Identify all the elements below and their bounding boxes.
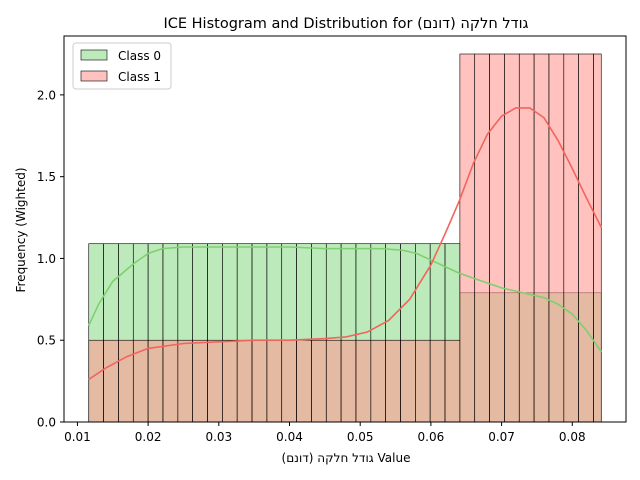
histogram-bar	[88, 339, 104, 423]
legend-label: Class 0	[118, 49, 161, 63]
histogram-bar	[370, 339, 386, 423]
legend-swatch	[80, 70, 108, 82]
axes-frame	[63, 35, 627, 423]
histogram-bar	[548, 53, 565, 423]
histogram-bar	[355, 339, 372, 423]
x-tick-label: 0.02	[135, 430, 162, 444]
histogram-bar	[578, 53, 594, 423]
y-tick-label: 2.0	[37, 88, 56, 102]
histogram-bar	[296, 339, 312, 423]
legend: Class 0 Class 1	[72, 42, 172, 90]
histogram-bar	[474, 53, 490, 423]
kde-line-series-1	[88, 246, 602, 353]
plot-area: 0.01 0.02 0.03 0.04 0.05 0.06 0.07 0.08 0.0 0.5 1.…	[37, 35, 627, 444]
histogram-bar	[400, 339, 416, 423]
histogram-bar	[118, 339, 134, 423]
x-tick-label: 0.08	[559, 430, 586, 444]
histogram-bar	[251, 339, 268, 423]
histogram-bar	[429, 339, 446, 423]
y-tick-label: 0.5	[37, 334, 56, 348]
histogram-bar	[325, 339, 342, 423]
histogram-bar	[533, 53, 550, 423]
histogram-bar	[266, 339, 283, 423]
histogram-bar	[103, 339, 119, 423]
kde-line-series-2	[88, 107, 602, 381]
histogram-bar	[489, 53, 505, 423]
histogram-bar	[207, 339, 223, 423]
chart-title: ICE Histogram and Distribution for גודל …	[163, 16, 528, 32]
histogram-bar	[415, 339, 431, 423]
histogram-bar	[385, 339, 401, 423]
histogram-bar	[504, 53, 520, 423]
x-tick-label: 0.01	[64, 430, 91, 444]
histogram-bar	[192, 339, 208, 423]
histogram-bar	[593, 53, 602, 423]
x-tick-label: 0.05	[347, 430, 374, 444]
legend-label: Class 1	[118, 70, 161, 84]
y-axis-label: Frequency (Wighted)	[14, 167, 28, 292]
x-tick-label: 0.03	[205, 430, 232, 444]
histogram-bar	[311, 339, 327, 423]
x-tick-label: 0.04	[276, 430, 303, 444]
y-tick-label: 0.0	[37, 416, 56, 430]
histogram-bar	[563, 53, 579, 423]
histogram-bar	[340, 339, 357, 423]
histogram-bar	[281, 339, 297, 423]
y-tick-label: 1.5	[37, 170, 56, 184]
y-tick-label: 1.0	[37, 252, 56, 266]
histogram-bar	[147, 339, 164, 423]
bars-series-2	[88, 53, 602, 423]
legend-swatch	[80, 49, 108, 61]
x-tick-label: 0.07	[488, 430, 515, 444]
histogram-bar	[222, 339, 238, 423]
histogram-bar	[177, 339, 193, 423]
histogram-bar	[459, 53, 476, 423]
histogram-bar	[444, 339, 461, 423]
histogram-bar	[162, 339, 179, 423]
histogram-bar	[236, 339, 253, 423]
x-tick-label: 0.06	[418, 430, 445, 444]
x-axis-label: גודל חלקה (דונם) Value	[282, 451, 411, 465]
